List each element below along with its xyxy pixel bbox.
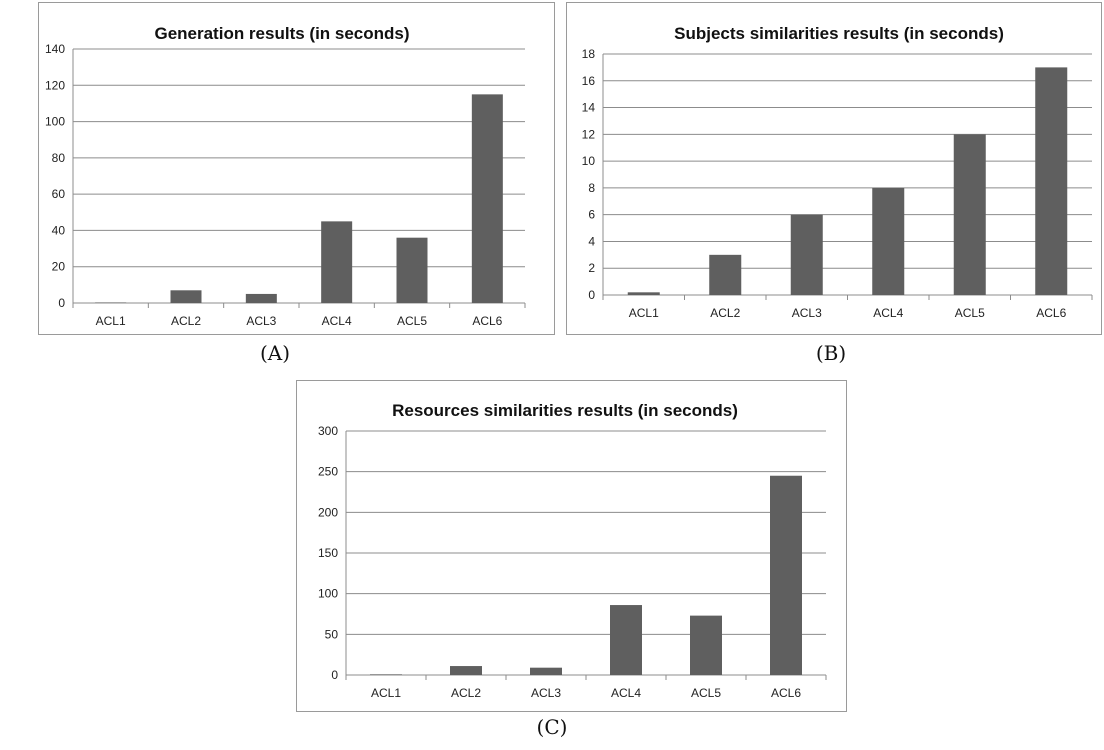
chart-a-bar: [170, 290, 202, 303]
chart-a-title: Generation results (in seconds): [154, 24, 409, 43]
chart-c-ytick-label: 200: [318, 505, 338, 519]
caption-c: (C): [536, 715, 568, 739]
chart-b-bar: [872, 187, 905, 295]
chart-a-bar: [245, 293, 277, 303]
chart-a-ytick-label: 140: [45, 42, 65, 56]
chart-a-ytick-label: 80: [52, 151, 66, 165]
chart-b-ytick-label: 6: [588, 208, 595, 222]
chart-a-xtick-label: ACL3: [246, 314, 276, 328]
chart-c-ytick-label: 250: [318, 465, 338, 479]
chart-a-bar: [396, 237, 428, 303]
chart-c-bar: [770, 475, 802, 675]
chart-b-xtick-label: ACL5: [955, 306, 985, 320]
chart-b-bar: [627, 292, 660, 295]
chart-b-ytick-label: 14: [582, 101, 596, 115]
chart-b-xtick-label: ACL4: [873, 306, 903, 320]
chart-b-bar: [953, 134, 986, 295]
chart-b-bar: [709, 254, 742, 295]
chart-a-ytick-label: 100: [45, 115, 65, 129]
chart-b-ytick-label: 4: [588, 234, 595, 248]
chart-c-xtick-label: ACL3: [531, 686, 561, 700]
caption-a: (A): [259, 341, 291, 365]
chart-b-ytick-label: 0: [588, 288, 595, 302]
chart-c-ytick-label: 100: [318, 587, 338, 601]
chart-c-xtick-label: ACL1: [371, 686, 401, 700]
chart-c-ytick-label: 150: [318, 546, 338, 560]
chart-a-ytick-label: 20: [52, 260, 66, 274]
chart-b-title: Subjects similarities results (in second…: [674, 24, 1004, 43]
caption-b: (B): [815, 341, 847, 365]
chart-a-xtick-label: ACL1: [96, 314, 126, 328]
chart-a-bar: [321, 221, 353, 303]
chart-a-ytick-label: 120: [45, 78, 65, 92]
chart-c-ytick-label: 50: [325, 627, 339, 641]
chart-c-bar: [370, 674, 402, 675]
chart-b-bar: [790, 214, 823, 295]
chart-b-svg: Subjects similarities results (in second…: [582, 24, 1093, 320]
chart-b-bar: [1035, 67, 1068, 295]
chart-c-bar: [530, 667, 562, 675]
chart-a-svg: Generation results (in seconds) 0 20 40 60 8…: [45, 24, 526, 328]
chart-c-bar: [610, 605, 642, 675]
chart-panel-b: Subjects similarities results (in second…: [566, 2, 1102, 335]
chart-b-ytick-label: 12: [582, 127, 596, 141]
chart-panel-a: Generation results (in seconds) 0 20 40 60 8…: [38, 2, 555, 335]
chart-a-bar: [471, 94, 503, 303]
chart-c-title: Resources similarities results (in secon…: [392, 401, 738, 420]
chart-b-ytick-label: 16: [582, 74, 596, 88]
chart-c-svg: Resources similarities results (in secon…: [318, 401, 827, 700]
chart-c-ytick-label: 0: [331, 668, 338, 682]
chart-c-xtick-label: ACL6: [771, 686, 801, 700]
chart-b-ytick-label: 8: [588, 181, 595, 195]
chart-a-xtick-label: ACL4: [322, 314, 352, 328]
chart-b-ytick-label: 10: [582, 154, 596, 168]
chart-b-ytick-label: 18: [582, 47, 596, 61]
chart-a-xtick-label: ACL2: [171, 314, 201, 328]
chart-a-xtick-label: ACL5: [397, 314, 427, 328]
chart-a-ytick-label: 0: [58, 296, 65, 310]
chart-c-bar: [450, 666, 482, 675]
chart-b-xtick-label: ACL3: [792, 306, 822, 320]
chart-c-ytick-label: 300: [318, 424, 338, 438]
chart-c-xtick-label: ACL5: [691, 686, 721, 700]
chart-a-ytick-label: 60: [52, 187, 66, 201]
chart-c-bar: [690, 615, 722, 675]
chart-c-xtick-label: ACL2: [451, 686, 481, 700]
chart-a-bar: [95, 302, 127, 303]
chart-a-xtick-label: ACL6: [472, 314, 502, 328]
chart-a-ytick-label: 40: [52, 223, 66, 237]
chart-panel-c: Resources similarities results (in secon…: [296, 380, 847, 712]
chart-c-xtick-label: ACL4: [611, 686, 641, 700]
chart-b-xtick-label: ACL6: [1036, 306, 1066, 320]
chart-b-xtick-label: ACL1: [629, 306, 659, 320]
chart-b-xtick-label: ACL2: [710, 306, 740, 320]
chart-b-ytick-label: 2: [588, 261, 595, 275]
